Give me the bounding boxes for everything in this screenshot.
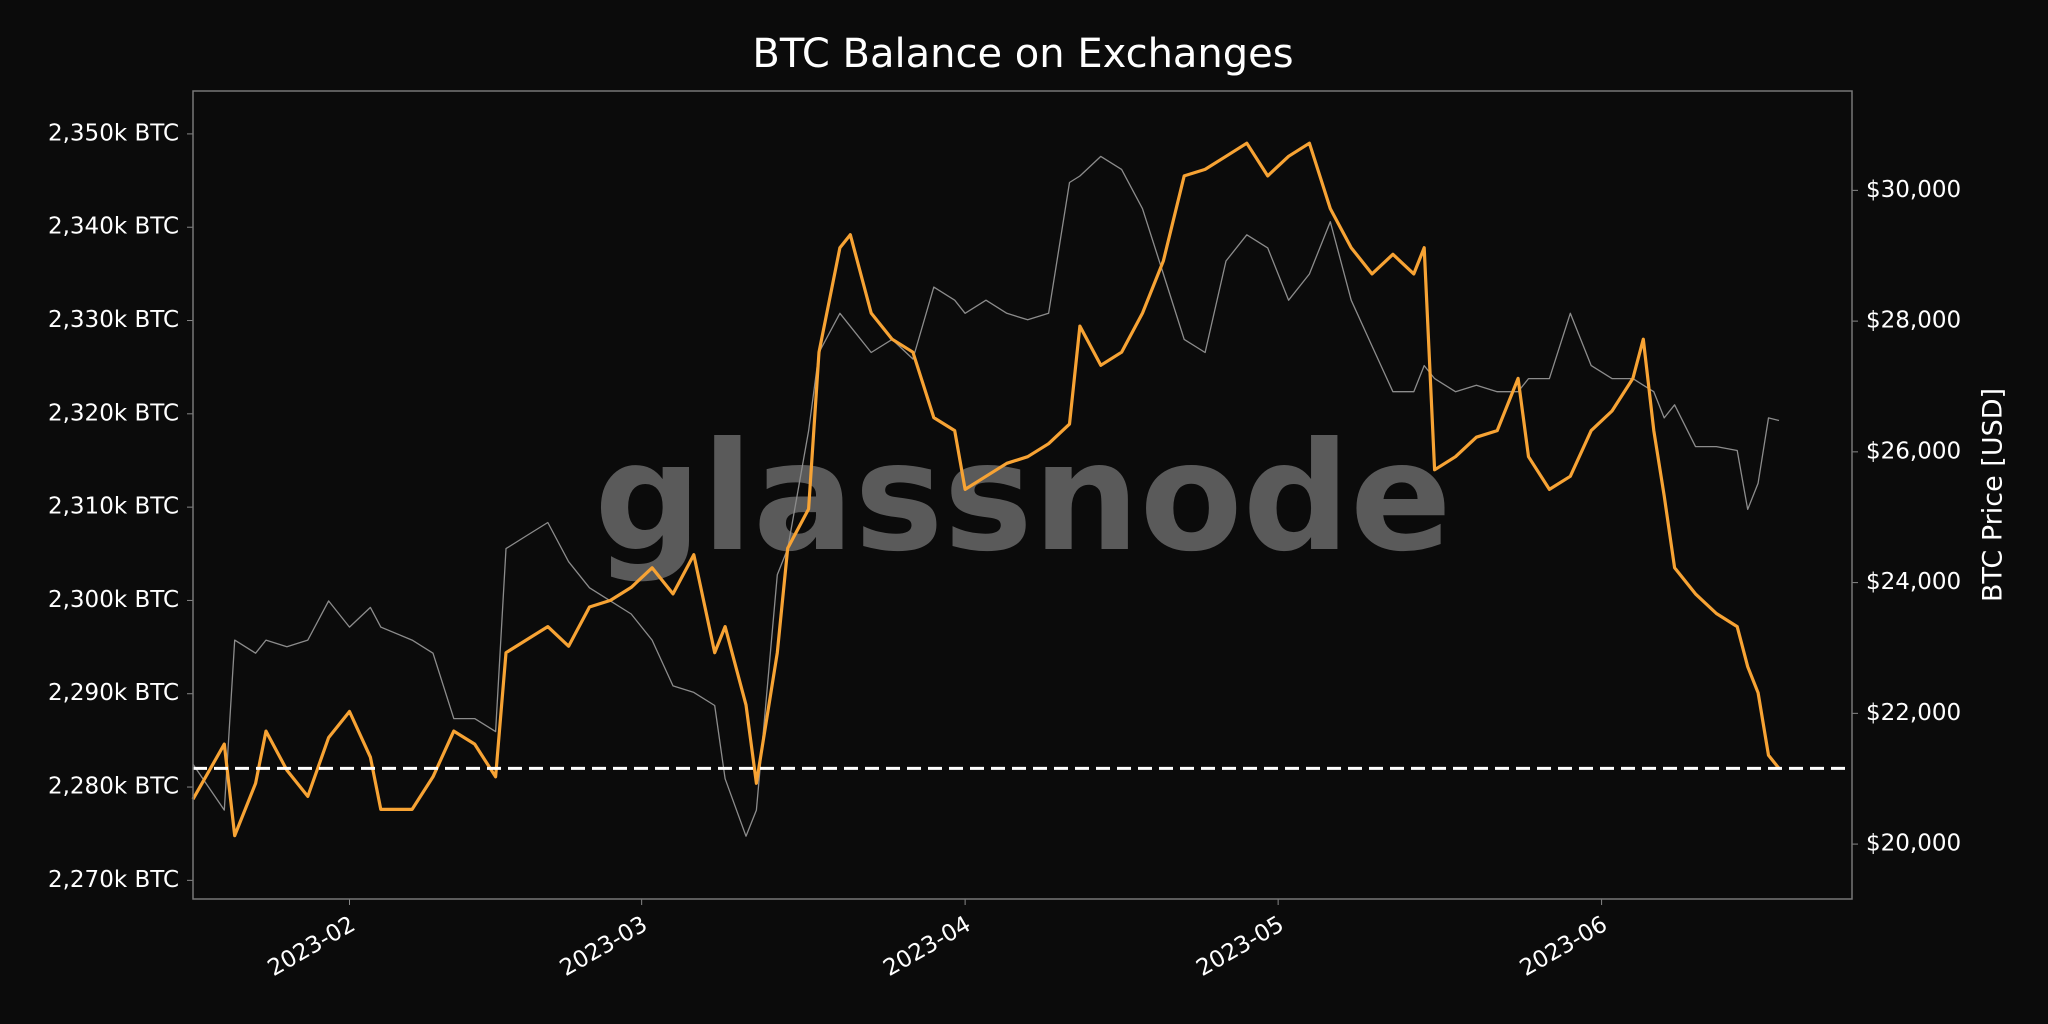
y-tick-label: 2,270k BTC [48,867,179,893]
y-tick-label: 2,330k BTC [48,307,179,333]
y2-tick-label: $20,000 [1866,831,1961,857]
y-tick-label: 2,280k BTC [48,774,179,800]
y2-tick-label: $28,000 [1866,308,1961,334]
y2-tick-label: $26,000 [1866,438,1961,464]
y2-tick-label: $24,000 [1866,569,1961,595]
y-tick-label: 2,340k BTC [48,214,179,240]
y-tick-label: 2,290k BTC [48,680,179,706]
y-tick-label: 2,320k BTC [48,400,179,426]
y-tick-label: 2,310k BTC [48,494,179,520]
plot-frame [192,90,1853,900]
chart-title: BTC Balance on Exchanges [752,31,1293,77]
watermark: glassnode [594,411,1452,585]
series-line [191,141,1781,838]
y2-axis-label: BTC Price [USD] [1978,388,2009,602]
y2-tick-label: $30,000 [1866,177,1961,203]
y2-tick-label: $22,000 [1866,700,1961,726]
series-line [192,155,1780,837]
y-tick-label: 2,350k BTC [48,120,179,146]
y-tick-label: 2,300k BTC [48,587,179,613]
